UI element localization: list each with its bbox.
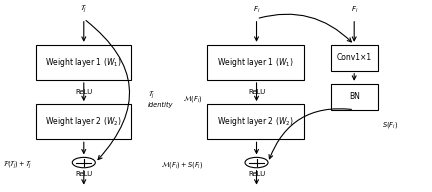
Text: Weight layer 2 ($W_2$): Weight layer 2 ($W_2$) [45,115,122,128]
Bar [330,84,378,110]
Text: Weight layer 1 ($W_1$): Weight layer 1 ($W_1$) [217,56,294,69]
Text: $\mathcal{T}_j$
identity: $\mathcal{T}_j$ identity [148,89,173,108]
Text: ReLU: ReLU [248,171,265,177]
Text: $F_i$: $F_i$ [253,5,260,15]
Text: $\mathcal{M}(F_i)$: $\mathcal{M}(F_i)$ [184,93,203,104]
Text: Conv1×1: Conv1×1 [337,53,372,62]
Bar [207,45,304,80]
Text: $\mathcal{T}_j$: $\mathcal{T}_j$ [80,2,87,15]
Text: ReLU: ReLU [75,171,92,177]
Text: $\mathcal{F}(\mathcal{T}_j)+\mathcal{T}_j$: $\mathcal{F}(\mathcal{T}_j)+\mathcal{T}_… [3,158,32,171]
Text: $F_i$: $F_i$ [350,5,358,15]
Text: $S(F_i)$: $S(F_i)$ [382,120,398,130]
Text: Weight layer 2 ($W_2$): Weight layer 2 ($W_2$) [217,115,294,128]
Bar [207,104,304,139]
Bar [36,104,131,139]
Bar [330,45,378,71]
Text: Weight layer 1 ($W_1$): Weight layer 1 ($W_1$) [45,56,122,69]
Text: ReLU: ReLU [248,89,265,95]
Text: ReLU: ReLU [75,89,92,95]
Text: BN: BN [349,92,359,101]
Text: $\mathcal{M}(F_i)+S(F_i)$: $\mathcal{M}(F_i)+S(F_i)$ [161,159,203,170]
Bar [36,45,131,80]
